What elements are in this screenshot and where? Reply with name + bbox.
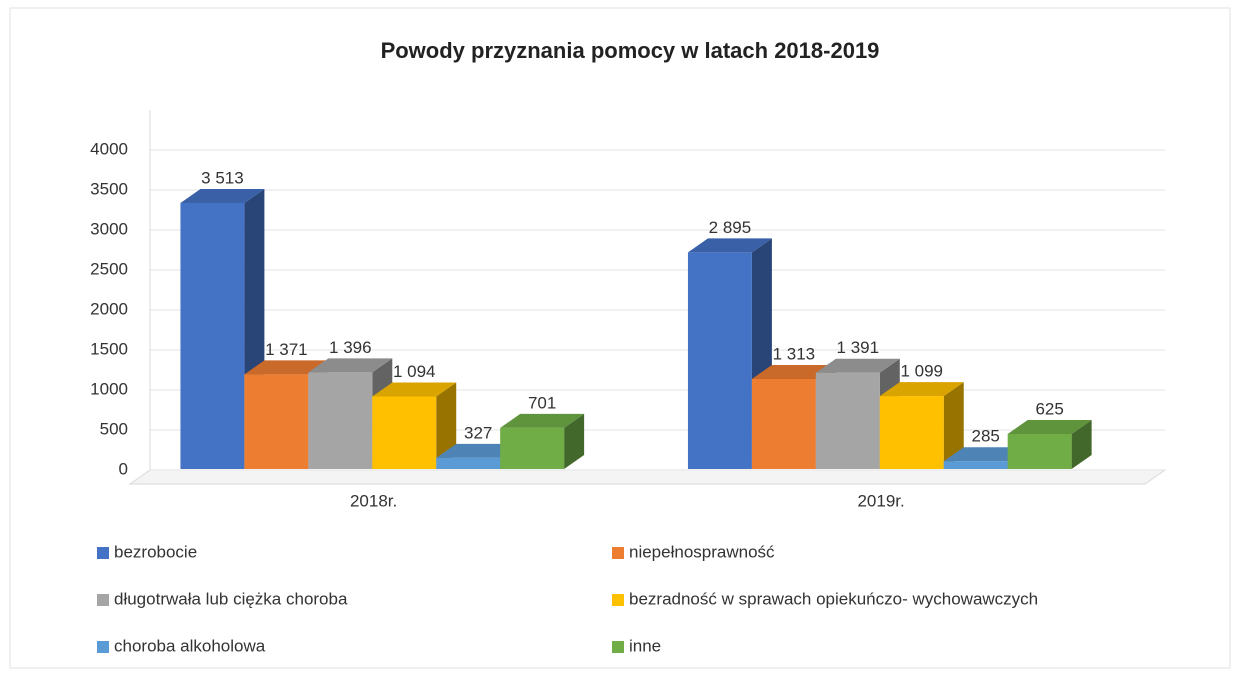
bar (751, 378, 816, 469)
data-label: 285 (972, 427, 1000, 446)
x-tick-label: 2018r. (350, 491, 397, 510)
data-label: 1 396 (329, 338, 372, 357)
y-tick-label: 0 (119, 459, 128, 478)
y-tick-label: 3500 (90, 179, 128, 198)
bar (436, 457, 501, 469)
bar-top (436, 443, 521, 458)
y-tick-label: 500 (100, 419, 128, 438)
data-label: 625 (1035, 399, 1063, 418)
bar (815, 372, 880, 469)
bar (879, 396, 944, 469)
bar (372, 396, 437, 469)
legend-swatch (612, 594, 624, 606)
bar (244, 374, 309, 469)
data-label: 1 099 (900, 362, 943, 381)
data-label: 1 371 (265, 340, 308, 359)
y-tick-label: 1000 (90, 379, 128, 398)
bar-top (180, 188, 265, 203)
legend-swatch (97, 641, 109, 653)
y-tick-label: 2500 (90, 259, 128, 278)
bar (308, 372, 373, 469)
bar-top (372, 382, 457, 397)
bar (500, 427, 565, 469)
legend-label: bezrobocie (114, 542, 197, 561)
y-tick-label: 3000 (90, 219, 128, 238)
legend-swatch (97, 594, 109, 606)
data-label: 701 (528, 393, 556, 412)
legend-label: długotrwała lub ciężka choroba (114, 589, 348, 608)
bar (180, 202, 245, 469)
bar-top (308, 358, 393, 373)
legend-swatch (97, 547, 109, 559)
chart-title: Powody przyznania pomocy w latach 2018-2… (381, 38, 880, 63)
bar (1007, 434, 1072, 469)
bar-top (879, 382, 964, 397)
y-tick-label: 1500 (90, 339, 128, 358)
data-label: 1 313 (773, 344, 816, 363)
bar-top (1007, 420, 1092, 434)
bar-side (943, 382, 964, 469)
legend-swatch (612, 547, 624, 559)
data-label: 2 895 (709, 218, 752, 237)
bar-top (815, 358, 900, 373)
data-label: 327 (464, 423, 492, 442)
bar-top (244, 360, 329, 375)
bar (943, 461, 1008, 469)
floor (128, 469, 1167, 485)
legend-label: choroba alkoholowa (114, 636, 266, 655)
data-label: 1 391 (837, 338, 880, 357)
x-tick-label: 2019r. (857, 491, 904, 510)
y-tick-label: 4000 (90, 139, 128, 158)
legend-label: niepełnosprawność (629, 542, 775, 561)
bar-top (500, 413, 585, 428)
data-label: 3 513 (201, 168, 244, 187)
y-tick-label: 2000 (90, 299, 128, 318)
data-label: 1 094 (393, 362, 436, 381)
frame (9, 7, 1231, 669)
bar-top (751, 364, 836, 379)
bar-side (564, 413, 585, 469)
legend-swatch (612, 641, 624, 653)
legend-label: inne (629, 636, 661, 655)
bar (687, 252, 752, 469)
legend-label: bezradność w sprawach opiekuńczo- wychow… (629, 589, 1038, 608)
bar-top (687, 238, 772, 253)
bar-side (1071, 420, 1092, 469)
bar-top (943, 447, 1028, 462)
